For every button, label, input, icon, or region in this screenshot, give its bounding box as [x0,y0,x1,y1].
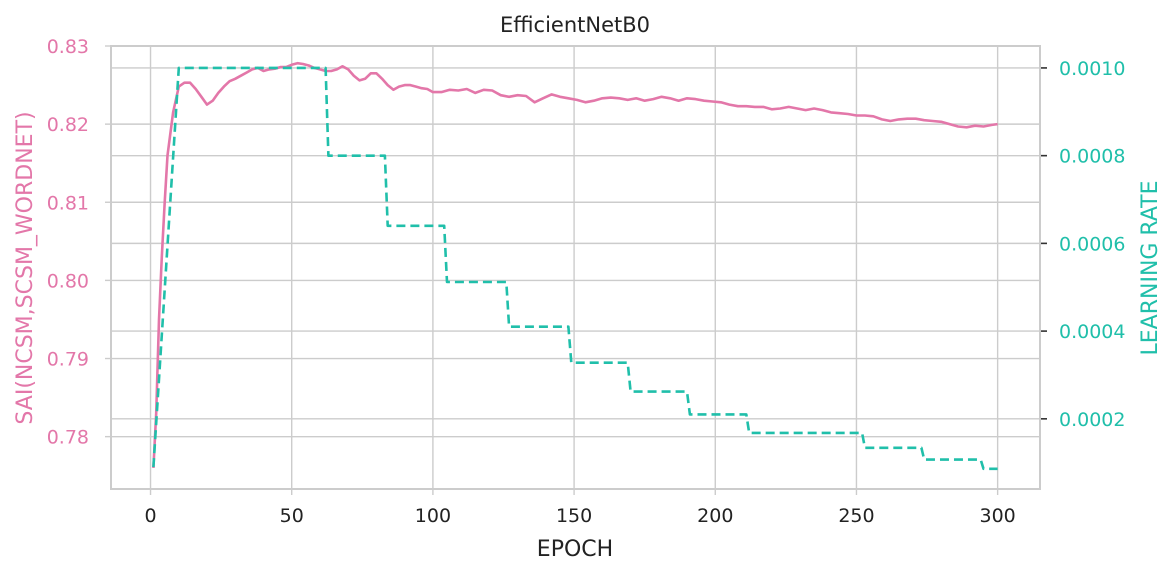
x-tick-label: 300 [980,505,1016,527]
y-right-tick-label: 0.0008 [1059,146,1125,168]
x-tick-label: 150 [556,505,592,527]
y-left-tick-label: 0.78 [47,427,89,449]
grid-lines [111,45,1040,489]
y-axis-label-right: LEARNING RATE [1138,180,1163,355]
x-tick-label: 0 [144,505,156,527]
x-tick-label: 100 [415,505,451,527]
y-left-tick-label: 0.80 [47,270,89,292]
y-right-tick-label: 0.0010 [1059,58,1125,80]
sai-series-line [152,61,998,468]
chart-title: EfficientNetB0 [500,13,650,37]
x-axis-label: EPOCH [537,537,613,562]
y-right-tick-label: 0.0002 [1059,409,1125,431]
plot-frame [110,45,1041,490]
x-tick-label: 200 [697,505,733,527]
series-layer [152,61,998,471]
y-left-tick-label: 0.82 [47,114,89,136]
y-axis-label-left: SAI(NCSM,SCSM_WORDNET) [13,111,38,424]
x-tick-label: 50 [280,505,304,527]
y-right-tick-label: 0.0006 [1059,233,1125,255]
tick-labels: 0 50 100 150 200 250 300 0.78 0.79 0.80 0.81 0.82 0.… [47,36,1126,527]
y-left-tick-label: 0.81 [47,192,89,214]
x-tick-label: 250 [838,505,874,527]
y-left-tick-label: 0.79 [47,349,89,371]
y-right-tick-label: 0.0004 [1059,321,1125,343]
axes [105,45,1047,495]
learning-rate-series-line [152,66,998,471]
y-left-tick-label: 0.83 [47,36,89,58]
